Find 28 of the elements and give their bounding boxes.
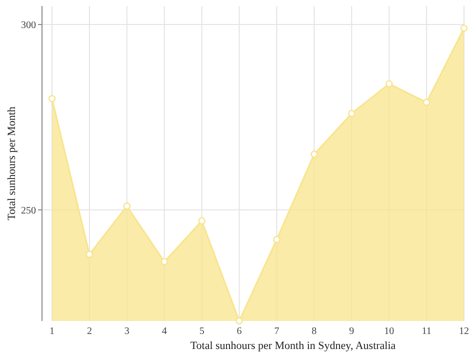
point xyxy=(348,110,356,118)
x-tick-label: 12 xyxy=(459,326,469,337)
x-tick-label: 11 xyxy=(422,326,432,337)
x-tick-label: 8 xyxy=(312,326,317,337)
x-tick-label: 4 xyxy=(162,326,167,337)
point xyxy=(86,250,94,258)
point xyxy=(160,258,168,266)
x-axis-title: Total sunhours per Month in Sydney, Australia xyxy=(190,340,396,352)
point xyxy=(422,98,430,106)
x-tick-label: 3 xyxy=(124,326,130,337)
y-tick-label: 300 xyxy=(21,20,36,32)
x-tick-label: 1 xyxy=(50,326,54,337)
point xyxy=(310,150,318,158)
point xyxy=(198,217,206,225)
x-tick-label: 5 xyxy=(199,326,204,337)
x-tick-label: 7 xyxy=(274,326,280,337)
y-axis-title: Total sunhours per Month xyxy=(6,106,18,220)
point xyxy=(460,24,468,32)
point xyxy=(48,95,56,102)
point xyxy=(385,80,393,88)
x-tick-label: 9 xyxy=(349,326,354,337)
point xyxy=(236,317,243,325)
x-tick-label: 2 xyxy=(86,326,92,337)
point xyxy=(123,202,131,210)
point xyxy=(273,236,280,244)
x-tick-label: 6 xyxy=(236,326,242,337)
y-tick-label: 250 xyxy=(21,205,36,216)
x-tick-label: 10 xyxy=(384,326,394,337)
